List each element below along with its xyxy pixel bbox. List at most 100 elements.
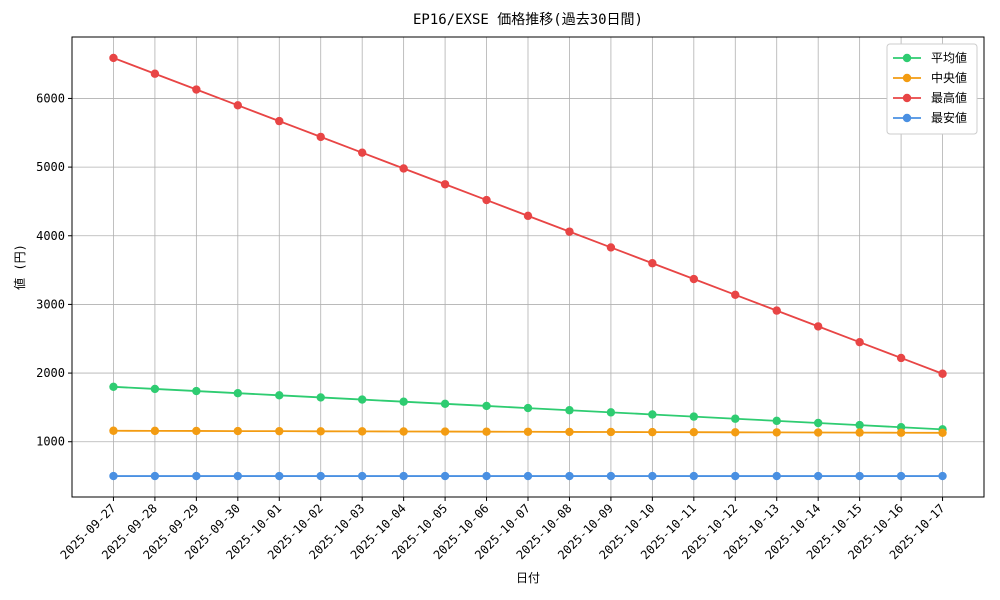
- data-point: [482, 471, 491, 481]
- data-point: [440, 399, 450, 409]
- data-point: [233, 426, 243, 436]
- data-point: [565, 427, 574, 437]
- legend-marker: [902, 53, 912, 63]
- plot-frame: [71, 36, 985, 498]
- data-point: [565, 227, 574, 236]
- data-point: [316, 393, 325, 402]
- data-point: [938, 369, 947, 378]
- data-point: [648, 410, 657, 419]
- y-axis-label: 値 (円): [12, 244, 27, 290]
- data-point: [316, 427, 325, 436]
- data-point: [772, 471, 781, 481]
- x-axis-label: 日付: [516, 571, 540, 585]
- data-point: [109, 382, 118, 392]
- data-point: [316, 471, 325, 481]
- data-point: [523, 211, 533, 221]
- data-point: [565, 471, 574, 481]
- data-point: [275, 426, 284, 436]
- data-point: [150, 471, 160, 481]
- data-point: [648, 427, 657, 437]
- data-point: [150, 384, 160, 394]
- legend-box: [886, 43, 978, 135]
- data-point: [275, 471, 284, 481]
- data-point: [606, 427, 616, 437]
- data-point: [731, 290, 740, 300]
- data-point: [938, 428, 947, 438]
- data-point: [689, 274, 699, 284]
- data-point: [150, 426, 160, 436]
- legend-marker: [902, 73, 912, 83]
- data-point: [648, 259, 657, 268]
- y-tick-label: 1000: [36, 435, 65, 449]
- data-point: [482, 401, 491, 411]
- data-point: [896, 428, 906, 437]
- data-point: [440, 471, 450, 481]
- data-point: [357, 427, 367, 436]
- legend-marker: [902, 113, 912, 123]
- data-point: [275, 391, 284, 400]
- data-point: [482, 195, 491, 205]
- data-point: [233, 471, 243, 481]
- data-point: [192, 471, 201, 481]
- data-point: [399, 397, 408, 406]
- data-point: [855, 471, 864, 481]
- data-point: [440, 180, 450, 189]
- data-point: [772, 306, 781, 315]
- data-point: [731, 414, 740, 423]
- data-point: [482, 427, 491, 436]
- data-point: [150, 69, 160, 78]
- data-point: [192, 85, 201, 94]
- data-point: [275, 116, 284, 126]
- data-point: [440, 427, 450, 436]
- legend-label: 最高値: [931, 90, 967, 105]
- data-point: [316, 132, 325, 142]
- data-point: [855, 337, 864, 347]
- data-point: [523, 427, 533, 436]
- data-point: [689, 427, 699, 437]
- data-point: [523, 403, 533, 413]
- legend-label: 中央値: [931, 70, 967, 85]
- data-point: [606, 243, 616, 252]
- data-point: [648, 471, 657, 481]
- y-tick-label: 2000: [36, 366, 65, 380]
- data-point: [855, 428, 864, 437]
- y-tick-label: 6000: [36, 91, 65, 105]
- data-point: [192, 426, 201, 436]
- y-tick-label: 3000: [36, 297, 65, 311]
- data-point: [606, 471, 616, 481]
- data-point: [192, 386, 201, 396]
- data-point: [399, 164, 408, 173]
- data-point: [233, 388, 243, 398]
- data-point: [399, 471, 408, 481]
- data-point: [109, 426, 118, 435]
- data-point: [813, 428, 823, 437]
- y-tick-label: 5000: [36, 160, 65, 174]
- data-point: [109, 53, 118, 63]
- data-point: [896, 353, 906, 363]
- data-point: [689, 412, 699, 421]
- data-point: [938, 471, 947, 481]
- data-point: [399, 427, 408, 436]
- data-point: [855, 420, 864, 430]
- data-point: [731, 471, 740, 481]
- data-point: [731, 428, 740, 437]
- data-point: [357, 395, 367, 404]
- data-point: [357, 471, 367, 481]
- data-point: [813, 471, 823, 481]
- data-point: [689, 471, 699, 481]
- legend-label: 最安値: [931, 110, 967, 125]
- legend-label: 平均値: [931, 50, 967, 65]
- data-point: [523, 471, 533, 481]
- legend-marker: [902, 93, 912, 103]
- y-tick-label: 4000: [36, 229, 65, 243]
- data-point: [813, 322, 823, 331]
- data-point: [896, 471, 906, 481]
- data-point: [813, 418, 823, 428]
- data-point: [565, 406, 574, 415]
- chart-title: EP16/EXSE 価格推移(過去30日間): [413, 12, 643, 28]
- data-point: [772, 416, 781, 426]
- data-point: [109, 471, 118, 481]
